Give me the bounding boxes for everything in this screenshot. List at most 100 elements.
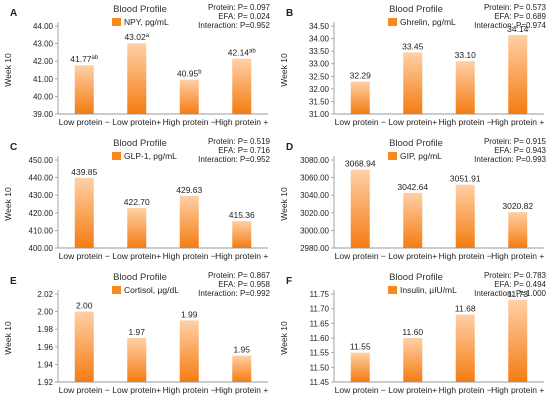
panel-letter: C (10, 142, 17, 153)
stat-line: Protein: P= 0.867 (208, 271, 271, 280)
bar (179, 320, 199, 382)
bar (455, 314, 475, 382)
y-tick-label: 450.00 (29, 156, 54, 165)
y-tick-label: 31.50 (309, 97, 330, 106)
x-category-label: High protein − (439, 117, 492, 127)
bar-value-label: 43.02a (124, 32, 149, 42)
legend-swatch (388, 18, 397, 26)
y-tick-label: 32.50 (309, 72, 330, 81)
y-axis-label: Week 10 (279, 187, 289, 221)
y-tick-label: 420.00 (29, 209, 54, 218)
bar-value-label: 1.97 (128, 327, 145, 337)
bar (74, 65, 94, 114)
stat-line: Interaction: P=1.000 (474, 289, 546, 298)
bar (179, 195, 199, 248)
significance-superscript: b (198, 70, 202, 76)
stat-line: Interaction: P=0.974 (474, 21, 546, 30)
x-category-label: Low protein − (335, 385, 386, 395)
chart-panel-e: E Blood Profile Cortisol, µg/dL Protein: P=… (3, 271, 271, 395)
y-axis-label: Week 10 (279, 321, 289, 355)
y-tick-label: 3080.00 (300, 156, 329, 165)
chart-panel-a: A Blood Profile NPY, pg/mL Protein: P= 0.09… (3, 3, 271, 127)
chart-title: Blood Profile (113, 272, 167, 283)
chart-panel-d: D Blood Profile GIP, pg/mL Protein: P= 0.91… (279, 137, 547, 261)
y-tick-label: 2980.00 (300, 244, 329, 253)
x-category-label: High protein − (439, 385, 492, 395)
y-tick-label: 1.96 (37, 343, 53, 352)
x-category-label: High protein + (491, 385, 544, 395)
bar (403, 338, 423, 382)
bar-value-label: 429.63 (176, 185, 202, 195)
chart-title: Blood Profile (389, 272, 443, 283)
bar (232, 58, 252, 114)
bar (232, 355, 252, 382)
stat-line: Protein: P= 0.783 (484, 271, 547, 280)
y-tick-label: 33.00 (309, 60, 330, 69)
chart-title: Blood Profile (389, 4, 443, 15)
bar-value-label: 3068.94 (345, 159, 376, 169)
y-tick-label: 11.65 (310, 319, 330, 328)
chart-panel-c: C Blood Profile GLP-1, pg/mL Protein: P= 0.… (3, 137, 271, 261)
x-category-label: High protein + (491, 251, 544, 261)
y-axis-label: Week 10 (3, 53, 13, 87)
y-axis-label: Week 10 (279, 53, 289, 87)
x-category-label: Low protein+ (388, 251, 437, 261)
bar (508, 35, 528, 114)
x-category-label: Low protein+ (388, 117, 437, 127)
chart-title: Blood Profile (113, 4, 167, 15)
bar-value-label: 1.95 (233, 345, 250, 355)
x-category-label: Low protein − (59, 251, 110, 261)
stat-line: Protein: P= 0.915 (484, 137, 547, 146)
significance-superscript: ab (92, 55, 99, 61)
bar-value-label: 40.95b (177, 69, 202, 79)
legend-label: NPY, pg/mL (124, 17, 169, 27)
stat-line: EFA: P= 0.958 (218, 280, 270, 289)
bar-value-label: 33.10 (455, 50, 477, 60)
bar-value-label: 439.85 (71, 167, 97, 177)
bar-value-label: 3051.91 (450, 174, 481, 184)
panel-letter: B (286, 8, 293, 19)
panel-letter: D (286, 142, 293, 153)
legend-label: Insulin, µIU/mL (400, 285, 457, 295)
bar (74, 177, 94, 248)
x-category-label: High protein − (163, 251, 216, 261)
legend-label: GIP, pg/mL (400, 151, 442, 161)
stat-line: Protein: P= 0.519 (208, 137, 271, 146)
bar-value-label: 2.00 (76, 301, 93, 311)
x-category-label: Low protein+ (112, 117, 161, 127)
x-category-label: Low protein+ (112, 385, 161, 395)
y-tick-label: 3040.00 (300, 191, 329, 200)
bar (179, 79, 199, 114)
bar-value-label: 3020.82 (502, 201, 533, 211)
bar (508, 299, 528, 382)
y-tick-label: 3060.00 (300, 174, 329, 183)
legend-label: GLP-1, pg/mL (124, 151, 177, 161)
panel-letter: F (286, 276, 292, 287)
x-category-label: Low protein − (59, 117, 110, 127)
x-category-label: High protein + (215, 385, 268, 395)
chart-panel-f: F Blood Profile Insulin, µIU/mL Protein: P=… (279, 271, 547, 395)
x-category-label: High protein − (439, 251, 492, 261)
stat-line: Interaction: P=0.993 (474, 155, 546, 164)
y-tick-label: 430.00 (29, 191, 54, 200)
stat-line: Protein: P= 0.097 (208, 3, 271, 12)
y-tick-label: 41.00 (33, 75, 54, 84)
bar-value-label: 32.29 (350, 71, 372, 81)
y-tick-label: 2.02 (37, 290, 53, 299)
bar-value-label: 415.36 (229, 210, 255, 220)
y-tick-label: 34.00 (309, 35, 330, 44)
bar (508, 212, 528, 248)
y-tick-label: 1.94 (37, 360, 53, 369)
x-category-label: Low protein − (335, 117, 386, 127)
legend-label: Ghrelin, pg/mL (400, 17, 456, 27)
y-tick-label: 44.00 (33, 22, 54, 31)
bar-value-label: 42.14ab (228, 48, 257, 58)
stat-line: Interaction: P=0.992 (198, 289, 270, 298)
legend-swatch (112, 152, 121, 160)
x-category-label: High protein + (215, 117, 268, 127)
significance-superscript: a (146, 33, 150, 39)
stat-line: Protein: P= 0.573 (484, 3, 547, 12)
legend-label: Cortisol, µg/dL (124, 285, 179, 295)
